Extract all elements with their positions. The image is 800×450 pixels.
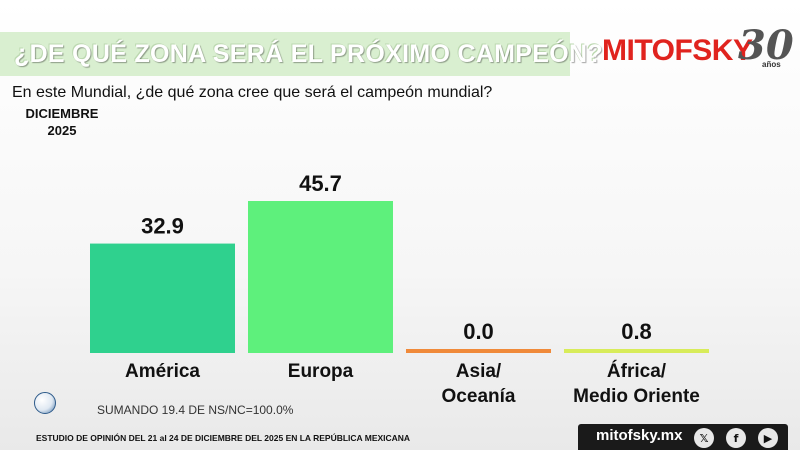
x-icon[interactable]: 𝕏 [694, 428, 714, 448]
category-label-4-line-2: Medio Oriente [573, 386, 700, 407]
bar-3 [406, 349, 551, 353]
logo-text: MITOFSKY [602, 34, 753, 67]
logo-number: 30 [738, 22, 794, 69]
period-label: DICIEMBRE 2025 [10, 105, 114, 139]
bar-2 [248, 201, 393, 353]
bar-1 [90, 243, 235, 353]
value-label-2: 45.7 [299, 171, 342, 196]
category-label-3-line-2: Oceanía [442, 386, 516, 407]
mitofsky-logo: MITOFSKY 30 años [602, 22, 794, 80]
survey-question: En este Mundial, ¿de qué zona cree que s… [12, 84, 493, 101]
title-banner [0, 32, 570, 76]
footer-bar [578, 424, 788, 450]
category-label-1: América [125, 361, 200, 382]
study-footnote: ESTUDIO DE OPINIÓN DEL 21 al 24 DE DICIE… [36, 433, 411, 443]
category-label-2: Europa [288, 361, 354, 382]
logo-sub: años [762, 60, 781, 69]
category-label-4-line-1: África/ [607, 360, 667, 382]
category-label-3-line-1: Asia/ [456, 361, 502, 382]
period-month: DICIEMBRE [25, 106, 99, 121]
value-label-1: 32.9 [141, 214, 184, 239]
youtube-icon[interactable]: ▶ [758, 428, 778, 448]
site-link[interactable]: mitofsky.mx [596, 427, 683, 444]
nsnc-note: SUMANDO 19.4 DE NS/NC=100.0% [97, 403, 294, 417]
value-label-4: 0.8 [621, 319, 652, 344]
bar-4 [564, 349, 709, 353]
soccer-ball-icon [34, 392, 56, 414]
period-year: 2025 [47, 123, 77, 138]
page-title: ¿DE QUÉ ZONA SERÁ EL PRÓXIMO CAMPEÓN? [14, 40, 603, 68]
facebook-icon[interactable]: f [726, 428, 746, 448]
value-label-3: 0.0 [463, 319, 494, 344]
